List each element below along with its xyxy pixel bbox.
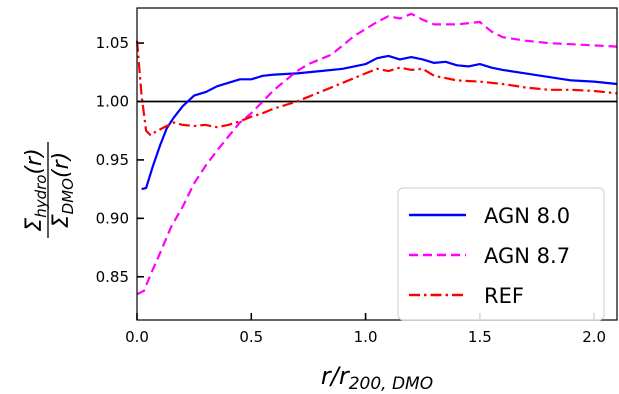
- x-tick-label: 0.0: [125, 328, 149, 346]
- legend-label-2: AGN 8.7: [484, 244, 570, 268]
- series-line-3: [135, 40, 618, 137]
- x-tick-label: 1.0: [354, 328, 378, 346]
- series-line-1: [141, 54, 618, 191]
- y-tick-label: 0.90: [96, 209, 129, 227]
- x-tick-label: 0.5: [239, 328, 263, 346]
- legend-box: [397, 187, 605, 321]
- legend: AGN 8.0 AGN 8.7 REF: [397, 187, 605, 321]
- svg-text:ΣDMO(r): ΣDMO(r): [49, 152, 77, 228]
- x-tick-label: 1.5: [468, 328, 492, 346]
- y-tick-label: 1.05: [96, 34, 129, 52]
- x-tick-label: 2.0: [582, 328, 606, 346]
- plot-area: [135, 12, 618, 296]
- y-tick-label: 0.85: [96, 268, 129, 286]
- legend-label-3: REF: [484, 284, 524, 308]
- legend-label-1: AGN 8.0: [484, 204, 570, 228]
- y-axis-label: Σhydro(r) ΣDMO(r): [22, 142, 77, 238]
- y-tick-label: 0.95: [96, 151, 129, 169]
- axis-ticks: 0.0 0.5 1.0 1.5 2.0 0.85 0.90 0.95 1.00 1.05: [96, 34, 606, 346]
- series-line-2: [136, 12, 618, 296]
- y-tick-label: 1.00: [96, 92, 129, 110]
- plot-frame: [136, 7, 618, 321]
